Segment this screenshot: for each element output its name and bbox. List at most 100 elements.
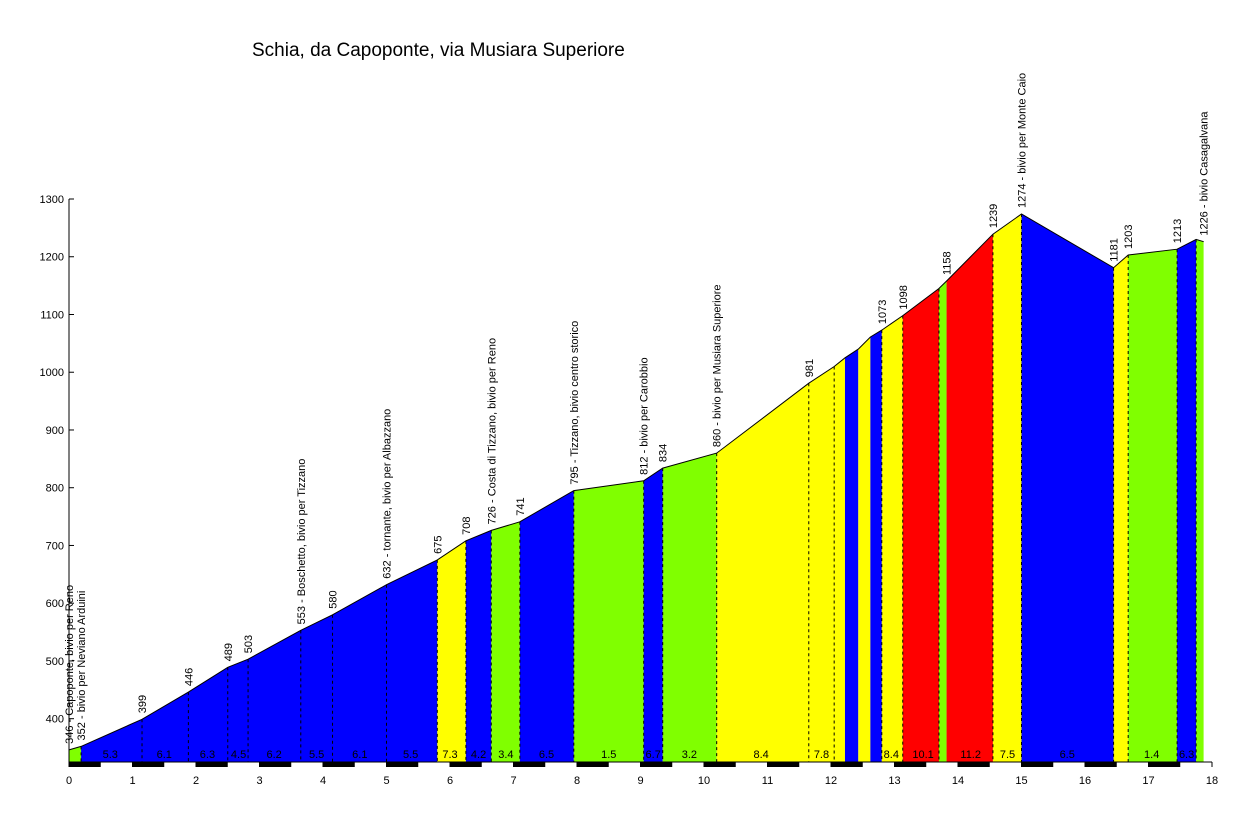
segment-fills (69, 214, 1204, 762)
x-tick-label-7: 7 (510, 775, 516, 787)
segment-fill-15 (938, 214, 947, 762)
gradient-label-3: 4.5 (231, 749, 246, 761)
segment-fill-21 (1177, 214, 1197, 762)
x-scale-bar-6 (450, 762, 482, 767)
x-tick-label-18: 18 (1206, 775, 1218, 787)
gradient-label-5: 5.5 (309, 749, 324, 761)
y-tick-label-400: 400 (46, 714, 64, 726)
elevation-annotation-3: 446 (183, 668, 195, 686)
x-scale-bar-4 (323, 762, 355, 767)
y-tick-label-800: 800 (46, 483, 64, 495)
x-scale-bar-7 (513, 762, 546, 767)
gradient-label-21: 6.5 (1060, 749, 1075, 761)
elevation-annotation-5: 503 (243, 635, 255, 653)
x-tick-label-5: 5 (383, 775, 389, 787)
segment-fill-11 (858, 214, 871, 762)
segment-fill-2 (437, 214, 466, 762)
gradient-label-11: 6.5 (539, 749, 554, 761)
gradient-label-18: 10.1 (912, 749, 933, 761)
elevation-annotations: 346 - Capoponte, bivio per Reno 352 - biv… (64, 73, 1211, 744)
segment-fill-17 (992, 214, 1022, 762)
gradient-label-17: 8.4 (884, 749, 899, 761)
elevation-annotation-9: 675 (432, 536, 444, 554)
y-tick-label-600: 600 (46, 598, 64, 610)
x-tick-label-9: 9 (637, 775, 643, 787)
elevation-annotation-17: 981 (804, 359, 816, 377)
x-tick-label-6: 6 (447, 775, 453, 787)
x-tick-label-12: 12 (825, 775, 837, 787)
elevation-annotation-1: 352 - bivio per Neviano Arduini (76, 591, 88, 741)
x-scale-bar-14 (958, 762, 990, 767)
x-scale-bar-10 (704, 762, 736, 767)
x-scale-bar-17 (1148, 762, 1181, 767)
x-tick-label-14: 14 (952, 775, 964, 787)
x-tick-label-3: 3 (256, 775, 262, 787)
elevation-annotation-18: 1073 (877, 300, 889, 324)
elevation-annotation-7: 580 (327, 590, 339, 608)
elevation-annotation-0: 346 - Capoponte, bivio per Reno (64, 585, 76, 744)
x-tick-label-2: 2 (193, 775, 199, 787)
elevation-annotation-13: 795 - Tizzano, bivio centro storico (569, 321, 581, 485)
segment-fill-22 (1196, 214, 1204, 762)
x-tick-label-8: 8 (574, 775, 580, 787)
elevation-annotation-10: 708 (461, 516, 473, 534)
gradient-labels: 5.3 6.1 6.3 4.5 6.2 5.5 6.1 5.5 7.3 4.2 3.4 6.5 1.5 6… (103, 749, 1195, 761)
gradient-label-13: 6.7 (646, 749, 661, 761)
elevation-annotation-8: 632 - tornante, bivio per Albazzano (382, 409, 394, 579)
segment-fill-14 (902, 214, 939, 762)
x-tick-label-1: 1 (129, 775, 135, 787)
x-tick-label-13: 13 (888, 775, 900, 787)
x-scale-bar-9 (640, 762, 673, 767)
segment-fill-18 (1021, 214, 1114, 762)
gradient-label-9: 4.2 (471, 749, 486, 761)
x-scale-bar-1 (132, 762, 165, 767)
gradient-label-22: 1.4 (1144, 749, 1159, 761)
y-tick-label-500: 500 (46, 656, 64, 668)
gradient-label-20: 7.5 (1000, 749, 1015, 761)
gradient-label-19: 11.2 (960, 749, 981, 761)
x-scale-bar-15 (1021, 762, 1054, 767)
gradient-label-23: 6.3 (1179, 749, 1194, 761)
y-tick-label-700: 700 (46, 540, 64, 552)
x-scale-bar-12 (831, 762, 863, 767)
elevation-annotation-2: 399 (137, 695, 149, 713)
y-tick-label-1300: 1300 (40, 194, 64, 206)
elevation-annotation-26: 1226 - bivio Casagalvana (1199, 111, 1211, 236)
x-scale-bar-16 (1085, 762, 1117, 767)
x-scale-bar-3 (259, 762, 292, 767)
y-tick-label-1100: 1100 (40, 309, 64, 321)
x-tick-label-16: 16 (1079, 775, 1091, 787)
gradient-label-14: 3.2 (682, 749, 697, 761)
elevation-annotation-15: 834 (658, 444, 670, 462)
elevation-annotation-22: 1274 - bivio per Monte Caio (1017, 73, 1029, 208)
segment-fill-20 (1128, 214, 1178, 762)
x-tick-label-0: 0 (66, 775, 72, 787)
segment-fill-9 (716, 214, 845, 762)
x-tick-label-4: 4 (320, 775, 326, 787)
gradient-label-7: 5.5 (403, 749, 418, 761)
elevation-annotation-20: 1158 (942, 251, 954, 275)
gradient-label-15: 8.4 (754, 749, 769, 761)
gradient-label-6: 6.1 (352, 749, 367, 761)
x-tick-label-15: 15 (1015, 775, 1027, 787)
x-scale-bar-11 (767, 762, 800, 767)
elevation-annotation-4: 489 (223, 643, 235, 661)
x-scale-bar-0 (69, 762, 101, 767)
elevation-annotation-21: 1239 (988, 204, 1000, 228)
gradient-label-8: 7.3 (442, 749, 457, 761)
segment-fill-19 (1113, 214, 1129, 762)
x-tick-label-17: 17 (1142, 775, 1154, 787)
x-scale-bar-5 (386, 762, 419, 767)
gradient-label-1: 6.1 (157, 749, 172, 761)
gradient-label-4: 6.2 (266, 749, 281, 761)
segment-fill-6 (573, 214, 644, 762)
elevation-annotation-25: 1213 (1172, 219, 1184, 243)
elevation-annotation-6: 553 - Boschetto, bivio per Tizzano (296, 459, 308, 625)
x-scale-bar-13 (894, 762, 927, 767)
gradient-label-2: 6.3 (200, 749, 215, 761)
elevation-annotation-16: 860 - bivio per Musiara Superiore (712, 284, 724, 447)
segment-fill-5 (519, 214, 574, 762)
profile-line (68, 213, 1204, 751)
